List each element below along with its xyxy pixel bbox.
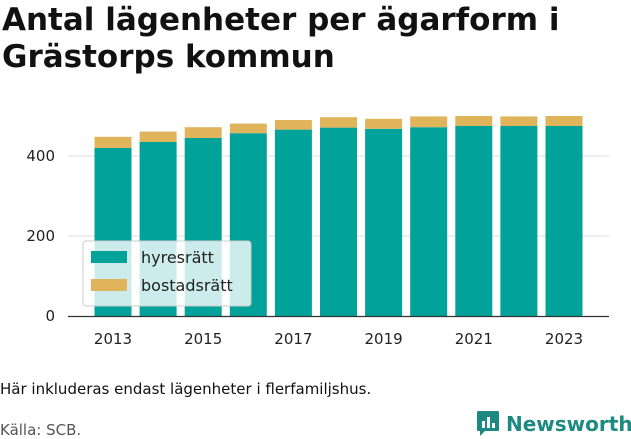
legend: hyresrätt bostadsrätt — [82, 240, 252, 307]
bar-bostadsratt-2017 — [274, 120, 312, 130]
brand-name: Newsworthy — [506, 412, 631, 436]
bar-bostadsratt-2018 — [320, 117, 357, 128]
bar-chart-speech-bubble-icon — [477, 411, 499, 436]
x-tick-label: 2017 — [274, 330, 312, 348]
bar-hyresratt-2023 — [545, 126, 583, 316]
x-tick-label: 2019 — [365, 330, 403, 348]
bar-bostadsratt-2019 — [365, 118, 403, 129]
bar-bostadsratt-2020 — [410, 116, 448, 128]
bar-hyresratt-2020 — [410, 127, 448, 316]
bar-hyresratt-2021 — [455, 126, 493, 316]
legend-label-bostadsratt: bostadsrätt — [141, 276, 233, 295]
bar-bostadsratt-2016 — [229, 123, 267, 134]
bar-bostadsratt-2014 — [139, 131, 177, 142]
x-tick-label: 2023 — [545, 330, 583, 348]
bar-bostadsratt-2013 — [94, 136, 132, 148]
bar-bostadsratt-2023 — [545, 116, 583, 126]
chart-title-line-2: Grästorps kommun — [2, 39, 335, 75]
footnote: Här inkluderas endast lägenheter i flerf… — [0, 380, 372, 398]
y-tick-label: 0 — [45, 307, 55, 325]
bar-hyresratt-2019 — [365, 128, 403, 316]
legend-swatch-hyresratt — [91, 251, 127, 263]
legend-swatch-bostadsratt — [91, 279, 127, 291]
x-tick-label: 2021 — [455, 330, 493, 348]
y-tick-label: 200 — [26, 227, 55, 245]
bar-hyresratt-2022 — [500, 126, 538, 316]
legend-label-hyresratt: hyresrätt — [141, 248, 214, 267]
chart-title: Antal lägenheter per ägarform i Grästorp… — [2, 2, 627, 76]
x-tick-label: 2013 — [94, 330, 132, 348]
x-tick-label: 2015 — [184, 330, 222, 348]
bar-bostadsratt-2021 — [455, 116, 493, 126]
bar-hyresratt-2017 — [274, 129, 312, 316]
chart-title-line-1: Antal lägenheter per ägarform i — [2, 2, 560, 38]
axes: 0 200 400 2013 2015 2017 2019 2021 2023 — [26, 147, 609, 348]
brand-logo: Newsworthy — [476, 409, 631, 439]
bar-bostadsratt-2015 — [184, 127, 222, 138]
source-text: Källa: SCB. — [0, 421, 82, 439]
bar-bostadsratt-2022 — [500, 116, 538, 126]
bar-hyresratt-2018 — [320, 127, 357, 316]
y-tick-label: 400 — [26, 147, 55, 165]
